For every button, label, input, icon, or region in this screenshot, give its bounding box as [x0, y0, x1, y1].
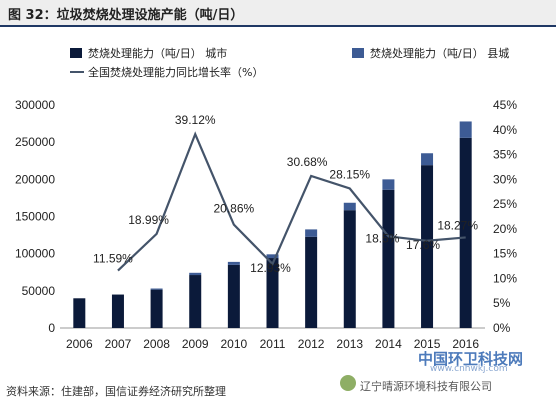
bar-city	[111, 294, 124, 328]
bars	[73, 121, 472, 328]
legend-label-city: 焚烧处理能力（吨/日） 城市	[88, 46, 227, 60]
y2-tick-label: 35%	[493, 148, 517, 162]
bar-county	[421, 153, 434, 166]
growth-data-label: 18.99%	[128, 213, 169, 227]
y-tick-label: 150000	[15, 210, 55, 224]
x-tick-label: 2011	[260, 337, 286, 351]
growth-data-label: 30.68%	[287, 155, 328, 169]
bar-county	[266, 254, 279, 259]
y-tick-label: 100000	[15, 247, 55, 261]
bar-county	[343, 202, 356, 211]
legend: 焚烧处理能力（吨/日） 城市 焚烧处理能力（吨/日） 县城全国焚烧处理能力同比增长…	[70, 46, 509, 79]
bar-county	[150, 288, 163, 290]
x-tick-label: 2015	[414, 337, 441, 351]
y2-tick-label: 0%	[493, 321, 511, 335]
growth-data-label: 39.12%	[175, 113, 216, 127]
watermark-logo-icon	[340, 375, 356, 391]
x-tick-label: 2009	[182, 337, 209, 351]
axes: 0 50000 100000 150000 200000 250000 300000 0% 5%…	[15, 98, 517, 351]
bar-city	[73, 298, 86, 328]
growth-data-label: 20.86%	[214, 202, 255, 216]
x-tick-label: 2012	[298, 337, 325, 351]
title-bar: 图 32：垃圾焚烧处理设施产能（吨/日）	[0, 0, 556, 27]
y-tick-label: 0	[48, 321, 55, 335]
x-tick-label: 2013	[336, 337, 363, 351]
growth-data-label: 12.93%	[250, 261, 291, 275]
x-tick-label: 2016	[452, 337, 479, 351]
data-labels: 11.59% 18.99% 39.12% 20.86% 12.93% 30.68%28.1…	[93, 113, 478, 275]
y2-tick-label: 40%	[493, 123, 517, 137]
y2-tick-label: 15%	[493, 247, 517, 261]
x-tick-label: 2010	[221, 337, 248, 351]
legend-swatch-county	[352, 48, 364, 58]
bar-city	[305, 236, 318, 328]
y2-tick-label: 45%	[493, 98, 517, 112]
y2-tick-label: 20%	[493, 222, 517, 236]
growth-series-line	[117, 131, 466, 272]
y2-tick-label: 10%	[493, 271, 517, 285]
growth-data-label: 18.27%	[437, 218, 478, 232]
bar-city	[382, 189, 395, 328]
bar-county	[189, 272, 202, 276]
legend-swatch-city	[70, 48, 82, 58]
chart-title: 图 32：垃圾焚烧处理设施产能（吨/日）	[8, 8, 244, 23]
x-tick-label: 2008	[143, 337, 170, 351]
legend-label-county: 焚烧处理能力（吨/日） 县城	[370, 46, 509, 60]
growth-data-label: 17.6%	[406, 238, 440, 252]
bar-city	[189, 275, 202, 328]
watermark-sub: 辽宁晴源环境科技有限公司	[360, 380, 492, 393]
bar-county	[305, 229, 318, 237]
bar-county	[382, 179, 395, 190]
y-tick-label: 50000	[22, 284, 56, 298]
bar-city	[343, 210, 356, 328]
bar-county	[459, 121, 472, 138]
growth-data-label: 28.15%	[329, 168, 370, 182]
growth-data-label: 11.59%	[93, 252, 133, 266]
bar-city	[227, 264, 240, 328]
source-note: 资料来源：住建部，国信证券经济研究所整理	[6, 385, 226, 398]
y-tick-label: 200000	[15, 172, 55, 186]
bar-county	[227, 261, 240, 265]
y2-tick-label: 5%	[493, 296, 511, 310]
growth-line	[117, 131, 466, 272]
y2-tick-label: 30%	[493, 172, 517, 186]
bar-city	[266, 258, 279, 328]
bar-city	[150, 289, 163, 328]
watermark-url: www.cnhwkj.com	[430, 364, 508, 374]
legend-label-growth: 全国焚烧处理能力同比增长率（%）	[88, 65, 263, 79]
y-tick-label: 250000	[15, 135, 55, 149]
x-tick-label: 2007	[105, 337, 132, 351]
growth-data-label: 18.5%	[365, 231, 399, 245]
bar-city	[421, 165, 434, 328]
bar-city	[459, 137, 472, 328]
watermark-main: 中国环卫科技网	[418, 350, 524, 368]
x-tick-label: 2006	[66, 337, 93, 351]
y-tick-label: 300000	[15, 98, 55, 112]
x-tick-label: 2014	[375, 337, 402, 351]
y2-tick-label: 25%	[493, 197, 517, 211]
